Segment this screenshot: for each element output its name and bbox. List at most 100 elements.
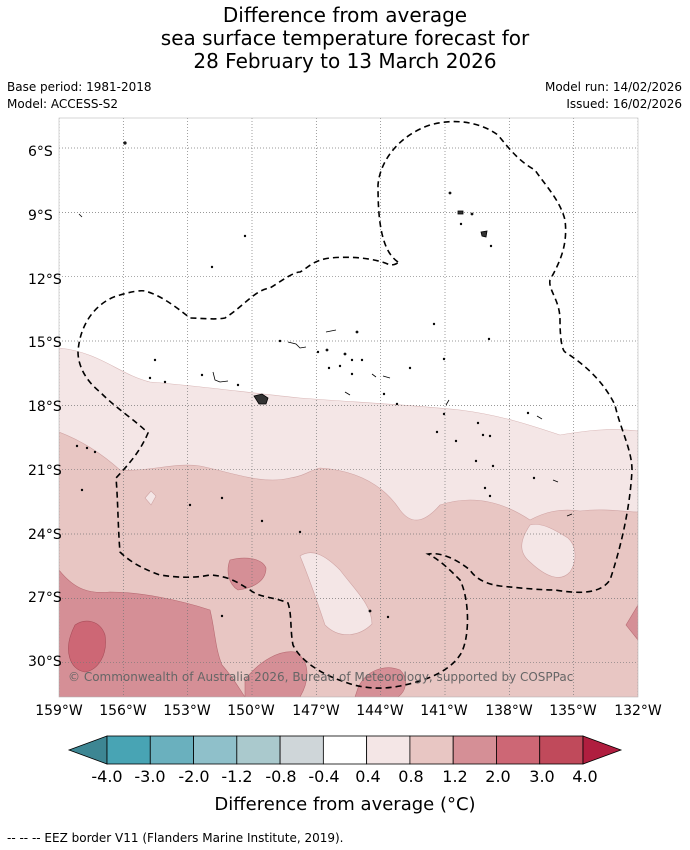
- island: [163, 380, 167, 384]
- colorbar-tick-label: 2.0: [485, 767, 511, 786]
- lat-label: 30°S: [28, 654, 62, 670]
- island: [459, 222, 463, 226]
- island: [382, 392, 386, 396]
- island: [489, 244, 493, 248]
- lon-label: 135°W: [549, 703, 597, 719]
- island: [220, 496, 224, 500]
- island: [236, 383, 240, 387]
- colorbar-tick-label: 0.4: [355, 767, 381, 786]
- colorbar-segment: [539, 735, 584, 765]
- island: [526, 411, 530, 415]
- island: [491, 464, 495, 468]
- island: [442, 412, 446, 416]
- island: [298, 530, 302, 534]
- colorbar-segment: [409, 735, 454, 765]
- issued-date: Issued: 16/02/2026: [566, 97, 682, 111]
- colorbar-tick-label: -4.0: [91, 767, 123, 786]
- island: [474, 459, 478, 463]
- copyright-notice: © Commonwealth of Australia 2026, Bureau…: [68, 670, 573, 684]
- island: [371, 373, 377, 378]
- lat-label: 9°S: [28, 208, 53, 224]
- colorbar-tick-label: 1.2: [442, 767, 468, 786]
- anomaly-patch-2.0-3.0: [68, 620, 106, 673]
- lat-label: 27°S: [28, 590, 62, 606]
- lon-label: 147°W: [292, 703, 340, 719]
- island: [448, 191, 452, 195]
- island: [75, 444, 79, 448]
- island: [80, 488, 84, 492]
- anomaly-region-1.2-2.0-southwest: [59, 569, 246, 697]
- colorbar-segment: [106, 735, 151, 765]
- island: [395, 402, 399, 406]
- island: [220, 614, 224, 618]
- island: [532, 476, 536, 480]
- lon-label: 153°W: [163, 703, 211, 719]
- colorbar-segment: [279, 735, 324, 765]
- island: [382, 375, 391, 379]
- island: [408, 366, 412, 370]
- colorbar-title: Difference from average (°C): [214, 794, 476, 815]
- anomaly-patch-1.2-2.0-bottom: [354, 667, 406, 697]
- island: [148, 376, 152, 380]
- island: [343, 352, 347, 356]
- base-period: Base period: 1981-2018: [7, 80, 152, 94]
- footer-note: -- -- -- EEZ border V11 (Flanders Marine…: [7, 831, 344, 845]
- island: [210, 265, 214, 269]
- map-area: © Commonwealth of Australia 2026, Bureau…: [59, 118, 638, 697]
- map-frame: [58, 117, 639, 698]
- island: [454, 439, 458, 443]
- island: [552, 479, 559, 483]
- lon-label: 156°W: [99, 703, 147, 719]
- eez-border: [77, 120, 633, 689]
- island: [457, 210, 464, 215]
- island: [480, 230, 488, 238]
- lon-label: 132°W: [614, 703, 662, 719]
- meta-right: Model run: 14/02/2026 Issued: 16/02/2026: [545, 79, 682, 113]
- island: [260, 519, 264, 523]
- colorbar-tick-label: 4.0: [572, 767, 598, 786]
- island: [435, 430, 439, 434]
- colorbar-segment: [149, 735, 194, 765]
- lat-label: 24°S: [28, 527, 62, 543]
- island: [85, 446, 89, 450]
- anomaly-patch-cool-west: [144, 490, 157, 506]
- island: [476, 421, 480, 425]
- colorbar-tick-label: -0.4: [308, 767, 340, 786]
- colorbar-segment: [193, 735, 238, 765]
- island: [188, 503, 192, 507]
- island: [78, 213, 83, 218]
- island: [386, 615, 390, 619]
- colorbar-segment: [452, 735, 497, 765]
- title-line-2: sea surface temperature forecast for: [160, 26, 530, 50]
- island: [325, 329, 337, 333]
- island: [327, 366, 331, 370]
- island: [488, 494, 492, 498]
- colorbar-tick-label: -2.0: [178, 767, 210, 786]
- island: [212, 371, 229, 383]
- colorbar-extension-low: [67, 735, 108, 765]
- island: [253, 393, 269, 405]
- island: [442, 357, 446, 361]
- lat-label: 6°S: [28, 144, 53, 160]
- island: [536, 415, 543, 420]
- island: [368, 609, 372, 613]
- title-line-3: 28 February to 13 March 2026: [193, 49, 497, 73]
- lon-label: 159°W: [35, 703, 83, 719]
- colorbar-tick-label: -0.8: [265, 767, 297, 786]
- lon-label: 150°W: [227, 703, 275, 719]
- colorbar-tick-label: -3.0: [134, 767, 166, 786]
- lat-label: 21°S: [28, 463, 62, 479]
- model-run: Model run: 14/02/2026: [544, 80, 682, 94]
- island: [200, 373, 204, 377]
- island: [93, 450, 97, 454]
- island: [566, 513, 573, 517]
- island: [316, 350, 320, 354]
- island: [287, 341, 307, 349]
- gridlines: [59, 118, 638, 697]
- colorbar-segment: [366, 735, 411, 765]
- island: [243, 234, 247, 238]
- island: [481, 433, 485, 437]
- anomaly-patch-1.2-2.0-south: [244, 651, 308, 697]
- island: [350, 358, 354, 362]
